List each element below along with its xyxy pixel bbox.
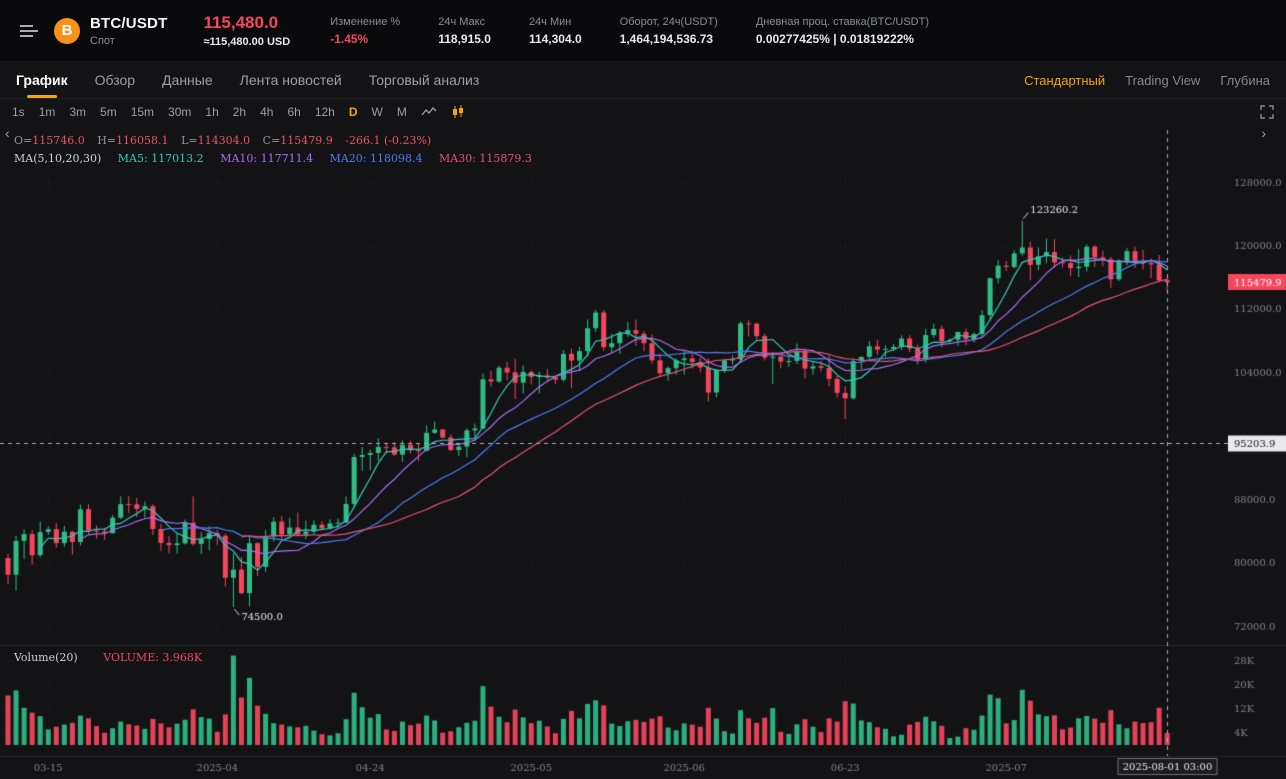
tab-chart[interactable]: График xyxy=(16,62,68,98)
ohlc-close-value: 115479.9 xyxy=(280,134,333,147)
interval-2h[interactable]: 2h xyxy=(232,104,247,119)
interval-5m[interactable]: 5m xyxy=(100,104,117,119)
candlestick-icon[interactable] xyxy=(451,104,465,119)
mode-standard[interactable]: Стандартный xyxy=(1024,72,1106,88)
header: B BTC/USDT Спот 115,480.0 ≈115,480.00 US… xyxy=(0,0,1286,62)
chart-area: O=115746.0 H=116058.1 L=114304.0 C=11547… xyxy=(0,124,1286,779)
candlestick-chart-canvas[interactable] xyxy=(0,124,1286,779)
fiat-equivalent: ≈115,480.00 USD xyxy=(203,36,291,48)
stat-funding-rate: Дневная проц. ставка(BTC/USDT) 0.0027742… xyxy=(755,15,929,46)
stat-change: Изменение % -1.45% xyxy=(330,15,401,46)
ohlc-high-value: 116058.1 xyxy=(116,134,169,147)
ma5-value: MA5: 117013.2 xyxy=(117,152,204,165)
ohlc-open-label: O= xyxy=(14,134,33,147)
interval-1m[interactable]: 1m xyxy=(38,104,56,119)
pan-right-icon[interactable]: › xyxy=(1261,125,1266,141)
ohlc-legend: O=115746.0 H=116058.1 L=114304.0 C=11547… xyxy=(14,134,440,147)
timeframe-toolbar: 1s 1m 3m 5m 15m 30m 1h 2h 4h 6h 12h D W … xyxy=(0,99,1286,124)
mode-depth[interactable]: Глубина xyxy=(1220,72,1270,88)
ohlc-low-label: L= xyxy=(181,134,198,147)
interval-1h[interactable]: 1h xyxy=(205,104,219,119)
stat-24h-turnover: Оборот, 24ч(USDT) 1,464,194,536.73 xyxy=(619,15,718,46)
stat-24h-high: 24ч Макс 118,915.0 xyxy=(438,15,491,46)
stat-24h-low: 24ч Мин 114,304.0 xyxy=(528,15,582,46)
chart-mode-switch: Стандартный Trading View Глубина xyxy=(1024,62,1270,98)
interval-15m[interactable]: 15m xyxy=(130,104,155,119)
interval-4h[interactable]: 4h xyxy=(260,104,274,119)
ohlc-change-value: -266.1 (-0.23%) xyxy=(345,134,432,147)
market-type-label: Спот xyxy=(90,34,115,47)
interval-3m[interactable]: 3m xyxy=(69,104,87,119)
mode-tradingview[interactable]: Trading View xyxy=(1125,72,1201,88)
pan-left-icon[interactable]: ‹ xyxy=(5,125,10,141)
menu-icon[interactable] xyxy=(16,18,42,44)
tab-trading-analysis[interactable]: Торговый анализ xyxy=(368,72,480,88)
interval-1s[interactable]: 1s xyxy=(12,104,25,119)
interval-6h[interactable]: 6h xyxy=(287,104,301,119)
tab-bar: График Обзор Данные Лента новостей Торго… xyxy=(0,62,1286,99)
tab-data[interactable]: Данные xyxy=(162,72,213,88)
ma30-value: MA30: 115879.3 xyxy=(439,152,532,165)
ma20-value: MA20: 118098.4 xyxy=(329,152,423,165)
interval-12h[interactable]: 12h xyxy=(314,104,335,119)
pair-title: BTC/USDT xyxy=(90,14,168,32)
price-block: 115,480.0 ≈115,480.00 USD xyxy=(203,13,290,48)
interval-1M[interactable]: M xyxy=(396,104,407,119)
ma-legend: MA(5,10,20,30) MA5: 117013.2 MA10: 11771… xyxy=(14,152,532,165)
ohlc-close-label: C= xyxy=(262,134,281,147)
market-stats: Изменение % -1.45% 24ч Макс 118,915.0 24… xyxy=(330,16,929,46)
interval-1w[interactable]: W xyxy=(371,104,383,119)
last-price: 115,480.0 xyxy=(203,13,279,32)
ma-group-label: MA(5,10,20,30) xyxy=(14,152,102,165)
tab-overview[interactable]: Обзор xyxy=(94,72,136,88)
ohlc-high-label: H= xyxy=(97,134,117,147)
volume-indicator-label: Volume(20) xyxy=(14,651,78,664)
interval-1d[interactable]: D xyxy=(348,104,358,119)
tab-news-feed[interactable]: Лента новостей xyxy=(239,72,342,88)
pair-block: BTC/USDT Спот xyxy=(90,15,167,47)
fullscreen-icon[interactable] xyxy=(1260,104,1274,119)
ma10-value: MA10: 117711.4 xyxy=(220,152,314,165)
ohlc-low-value: 114304.0 xyxy=(197,134,251,147)
btc-logo-icon: B xyxy=(54,17,80,44)
line-chart-icon[interactable] xyxy=(421,106,437,118)
volume-legend: Volume(20) VOLUME: 3.968K xyxy=(14,651,202,664)
volume-value: VOLUME: 3.968K xyxy=(103,651,203,664)
interval-30m[interactable]: 30m xyxy=(168,104,192,119)
ohlc-open-value: 115746.0 xyxy=(32,134,85,147)
